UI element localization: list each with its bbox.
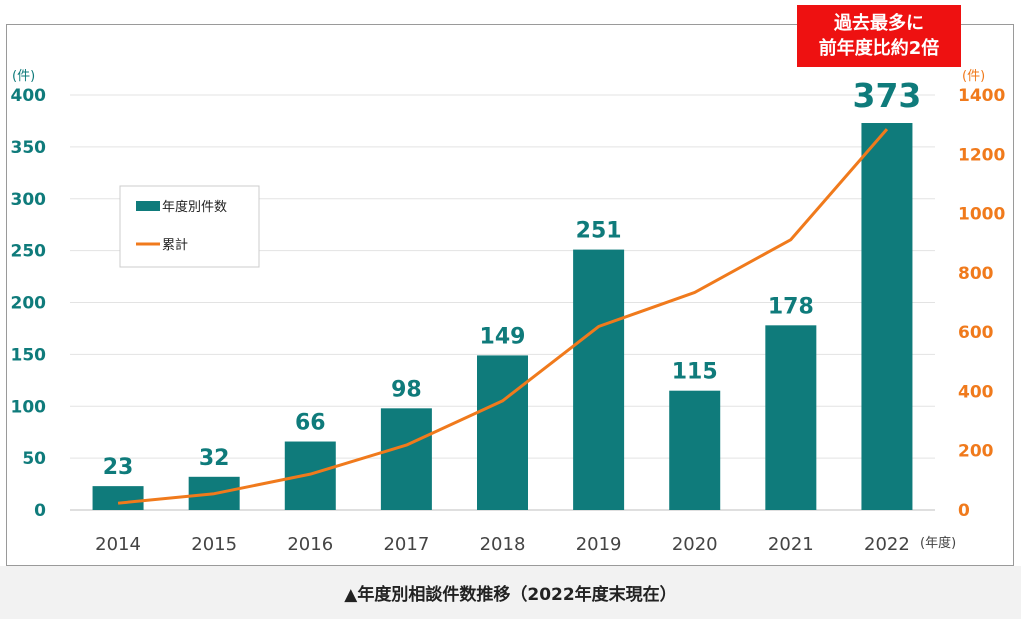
y-tick-label: 300 (11, 190, 47, 210)
data-label: 373 (852, 76, 921, 115)
y2-tick-label: 1400 (958, 86, 1005, 106)
x-tick-label: 2016 (287, 534, 333, 555)
left-axis: 0 50 100 150 200 250 300 350 400 (11, 86, 47, 521)
y2-tick-label: 200 (958, 442, 994, 462)
callout-line2: 前年度比約2倍 (818, 38, 940, 59)
x-tick-label: 2018 (480, 534, 526, 555)
legend-label-line: 累計 (162, 237, 188, 253)
left-axis-unit: (件) (12, 69, 35, 84)
y2-tick-label: 600 (958, 323, 994, 343)
data-label: 32 (199, 446, 230, 471)
x-axis-unit: (年度) (920, 535, 956, 551)
x-axis: 2014 2015 2016 2017 2018 2019 2020 2021 2022 (95, 534, 910, 555)
data-label: 98 (391, 377, 422, 402)
y2-tick-label: 800 (958, 264, 994, 284)
data-label: 115 (672, 360, 718, 385)
legend-box (119, 185, 260, 268)
bar (477, 355, 528, 510)
bar (284, 441, 336, 510)
bar (765, 325, 817, 510)
callout-line1: 過去最多に (834, 13, 924, 34)
data-label: 66 (295, 411, 326, 436)
y2-tick-label: 0 (958, 501, 970, 521)
y-tick-label: 0 (34, 501, 46, 521)
right-axis: 0 200 400 600 800 1000 1200 1400 (958, 86, 1005, 521)
y-tick-label: 350 (11, 138, 47, 158)
data-labels: 23 32 66 98 149 251 115 178 373 (103, 76, 922, 480)
y-tick-label: 100 (11, 397, 47, 417)
bar (92, 486, 144, 510)
y-tick-label: 150 (11, 345, 47, 365)
legend-label-bars: 年度別件数 (162, 199, 227, 215)
bar (669, 390, 721, 510)
legend: 年度別件数 累計 (119, 185, 260, 268)
bar (380, 408, 432, 510)
cumulative-line (117, 128, 889, 505)
legend-swatch-bars (136, 201, 160, 211)
data-label: 23 (103, 455, 134, 480)
bar (573, 249, 625, 510)
bars (92, 123, 913, 510)
x-tick-label: 2019 (576, 534, 622, 555)
footer-band (0, 566, 1021, 619)
chart-caption: ▲年度別相談件数推移（2022年度末現在） (344, 585, 677, 605)
callout-badge: 過去最多に 前年度比約2倍 (797, 5, 961, 67)
x-tick-label: 2017 (383, 534, 429, 555)
x-tick-label: 2022 (864, 534, 910, 555)
y-tick-label: 400 (11, 86, 47, 106)
x-tick-label: 2014 (95, 534, 141, 555)
x-tick-label: 2015 (191, 534, 237, 555)
y2-tick-label: 1000 (958, 205, 1005, 225)
y-tick-label: 200 (11, 294, 47, 314)
right-axis-unit: (件) (962, 69, 985, 84)
bar (861, 123, 913, 510)
data-label: 149 (480, 324, 526, 349)
x-tick-label: 2021 (768, 534, 814, 555)
x-tick-label: 2020 (672, 534, 718, 555)
y2-tick-label: 1200 (958, 145, 1005, 165)
y-tick-label: 250 (11, 242, 47, 262)
data-label: 178 (768, 294, 814, 319)
data-label: 251 (576, 219, 622, 244)
y-tick-label: 50 (22, 449, 46, 469)
y2-tick-label: 400 (958, 382, 994, 402)
